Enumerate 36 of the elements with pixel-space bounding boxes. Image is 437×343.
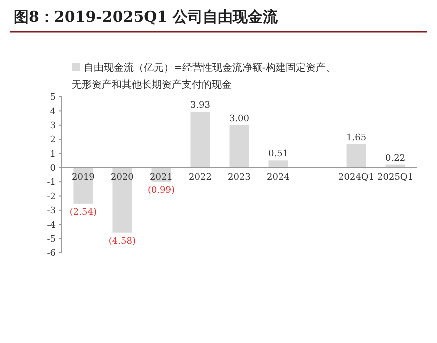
y-tick-label: -3 — [47, 206, 56, 217]
x-tick-label: 2022 — [189, 172, 212, 183]
bar — [112, 168, 132, 233]
data-label: (2.54) — [70, 208, 97, 218]
y-tick-label: 4 — [50, 107, 56, 118]
bar — [74, 168, 94, 204]
x-tick-label: 2025Q1 — [378, 172, 414, 183]
bar — [346, 144, 366, 168]
x-tick-label: 2021 — [150, 172, 173, 183]
x-tick-label: 2019 — [72, 172, 96, 183]
data-label: 1.65 — [346, 134, 367, 144]
y-tick-label: -6 — [47, 249, 56, 260]
bar — [268, 160, 288, 168]
y-tick-label: -5 — [47, 234, 56, 245]
bar — [230, 125, 250, 168]
y-tick-label: 2 — [50, 136, 56, 146]
x-tick-label: 2020 — [111, 172, 134, 183]
y-tick-label: 5 — [50, 93, 56, 104]
bar — [190, 112, 210, 168]
legend-label: 自由现金流（亿元）=经营性现金流净额-构建固定资产、无形资产和其他长期资产支付的现金 — [72, 62, 336, 91]
data-label: (4.58) — [108, 236, 136, 247]
y-tick-label: 0 — [50, 164, 56, 174]
data-label: 3.00 — [229, 114, 250, 124]
y-tick-label: 1 — [50, 150, 56, 160]
y-tick-label: -4 — [47, 220, 56, 231]
data-label: 0.22 — [386, 154, 406, 164]
chart-title: 图8：2019-2025Q1 公司自由现金流 — [14, 8, 279, 26]
x-tick-label: 2024 — [267, 172, 290, 183]
x-tick-label: 2023 — [228, 172, 252, 183]
y-tick-label: -1 — [47, 178, 56, 188]
x-tick-label: 2024Q1 — [338, 172, 375, 183]
data-label: 0.51 — [268, 150, 289, 160]
data-label: 3.93 — [190, 101, 211, 112]
y-tick-label: 3 — [50, 122, 56, 132]
y-tick-label: -2 — [47, 192, 56, 202]
data-label: (0.99) — [148, 186, 176, 196]
